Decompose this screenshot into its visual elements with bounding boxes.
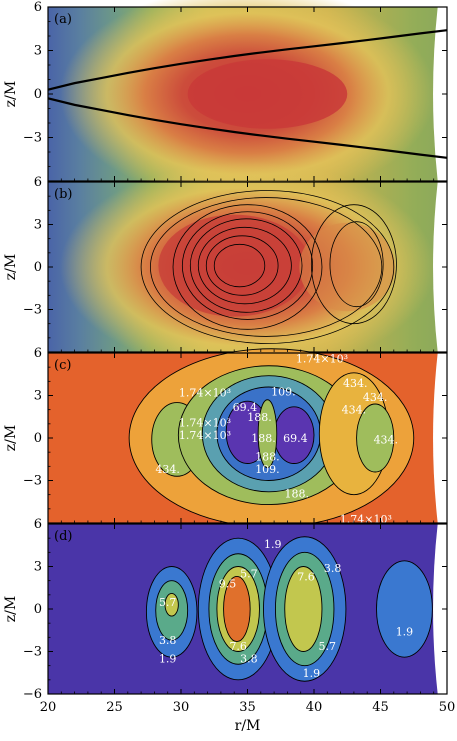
y-tick-label: −3 — [23, 474, 42, 489]
y-tick-label: −3 — [23, 645, 42, 660]
contour-line — [150, 197, 383, 337]
y-tick-label: 0 — [34, 602, 42, 617]
contour-label: 7.6 — [297, 570, 315, 583]
contour-label: 1.74×10³ — [179, 387, 231, 400]
panel-a-field — [48, 0, 447, 202]
contour-line — [189, 218, 303, 313]
contour-label: 434. — [155, 463, 180, 476]
contour-label: 7.6 — [229, 640, 247, 653]
contour-label: 1.9 — [159, 653, 177, 666]
y-tick-label: 0 — [34, 431, 42, 446]
contour-line — [310, 204, 397, 325]
y-tick-label: 3 — [34, 389, 42, 404]
contour-label: 69.4 — [233, 401, 258, 414]
contour-line — [140, 190, 395, 344]
contour-label: 1.9 — [264, 538, 282, 551]
contour-line — [329, 221, 384, 308]
x-tick-label: 35 — [239, 700, 256, 715]
contour-line — [213, 243, 266, 288]
x-axis-ticks: 20 25 30 35 40 45 50 — [40, 7, 456, 715]
contour-label: 109. — [255, 463, 280, 476]
panel-d-field — [48, 524, 447, 694]
y-tick-label: 6 — [34, 517, 42, 532]
y-tick-label: 0 — [34, 260, 42, 275]
contour-line — [205, 235, 279, 296]
panel-a-label: (a) — [54, 12, 72, 27]
contour-label: 188. — [284, 487, 309, 500]
contour-label: 1.74×10³ — [296, 353, 348, 366]
y-tick-label: 6 — [34, 0, 42, 15]
y-tick-label: 6 — [34, 175, 42, 190]
x-tick-label: 50 — [439, 700, 456, 715]
panel-d-label: (d) — [54, 529, 72, 544]
panel-b: (b) −3 0 3 6 z/M — [3, 161, 448, 373]
panel-b-label: (b) — [54, 187, 72, 202]
panel-c-field — [48, 348, 447, 528]
contour-label: 434. — [363, 391, 388, 404]
contour-label: 5.7 — [319, 640, 337, 653]
y-tick-label: −3 — [23, 303, 42, 318]
contour-label: 1.9 — [396, 626, 414, 639]
x-tick-label: 20 — [40, 700, 57, 715]
contour-label: 434. — [342, 404, 367, 417]
contour-label: 188. — [255, 450, 280, 463]
x-tick-label: 25 — [106, 700, 123, 715]
contour-line — [181, 211, 314, 320]
contour-label: 9.5 — [219, 578, 237, 591]
contour-line — [197, 226, 292, 305]
contour-label: 69.4 — [283, 432, 308, 445]
panel-b-y-ticks: −3 0 3 6 — [23, 175, 447, 353]
contour-label: 188. — [247, 411, 272, 424]
y-tick-label: −3 — [23, 131, 42, 146]
boundary-line-1 — [47, 97, 448, 159]
y-tick-label: 3 — [34, 560, 42, 575]
contour-label: 1.74×10³ — [179, 416, 231, 429]
panel-d-contour-labels: 1.95.73.81.99.55.77.63.87.63.85.71.91.9 — [159, 538, 413, 680]
boundary-line-0 — [47, 29, 448, 91]
panel-d-y-axis-label: z/M — [3, 596, 19, 622]
y-tick-label: 0 — [34, 87, 42, 102]
panel-b-y-axis-label: z/M — [3, 254, 19, 280]
panel-b-contours — [140, 190, 397, 344]
y-tick-label: −6 — [23, 687, 42, 702]
contour-label: 1.74×10³ — [179, 429, 231, 442]
x-tick-label: 30 — [173, 700, 190, 715]
panel-c: 1.74×10³1.74×10³1.74×10³434.109.69.4188.… — [3, 346, 448, 528]
panel-d-y-ticks: −6 −3 0 3 6 — [23, 517, 447, 702]
contour-line — [172, 204, 323, 330]
contour-label: 5.7 — [240, 568, 258, 581]
y-tick-label: 6 — [34, 346, 42, 361]
panel-c-label: (c) — [54, 358, 71, 373]
panel-d: 1.95.73.81.99.55.77.63.87.63.85.71.91.9 … — [3, 517, 448, 702]
y-tick-label: 3 — [34, 218, 42, 233]
contour-label: 434. — [343, 377, 368, 390]
panel-b-field — [48, 161, 447, 373]
contour-label: 109. — [271, 385, 296, 398]
x-axis-label: r/M — [235, 718, 261, 734]
contour-label: 3.8 — [159, 634, 177, 647]
panel-a-y-axis-label: z/M — [3, 81, 19, 107]
contour-label: 434. — [374, 433, 399, 446]
contour-label: 3.8 — [240, 653, 258, 666]
panel-a: (a) −3 0 3 6 z/M — [3, 0, 448, 202]
panel-c-contour-labels: 1.74×10³1.74×10³1.74×10³434.109.69.4188.… — [155, 353, 398, 526]
x-tick-label: 45 — [372, 700, 389, 715]
panel-a-boundary-lines — [47, 29, 448, 159]
contour-label: 3.8 — [324, 562, 342, 575]
panel-c-y-axis-label: z/M — [3, 425, 19, 451]
contour-label: 1.9 — [303, 667, 321, 680]
contour-label: 188. — [251, 432, 276, 445]
x-tick-label: 40 — [306, 700, 323, 715]
contour-label: 5.7 — [159, 596, 177, 609]
y-tick-label: 3 — [34, 44, 42, 59]
